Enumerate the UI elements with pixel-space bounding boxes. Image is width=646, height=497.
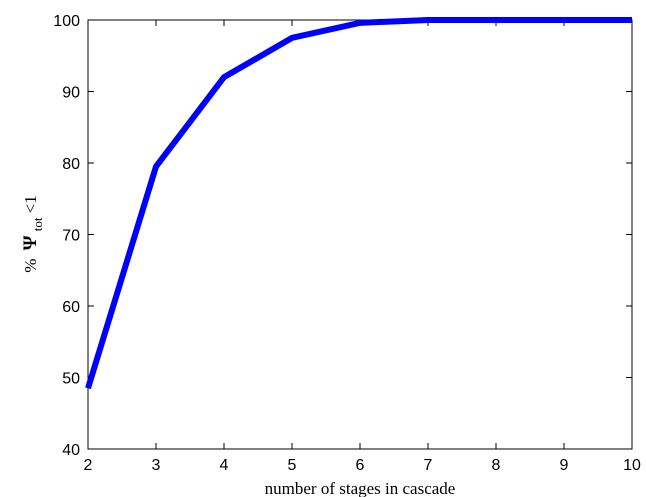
x-tick-label-10: 10	[623, 457, 641, 474]
y-tick-label-90: 90	[62, 85, 80, 102]
x-tick-labels: 2 3 4 5 6 7 8 9 10	[84, 457, 641, 474]
y-axis-label-prefix: %	[21, 259, 40, 273]
x-tick-label-2: 2	[84, 457, 93, 474]
x-axis-label: number of stages in cascade	[265, 479, 456, 497]
y-tick-label-40: 40	[62, 442, 80, 459]
series-group	[85, 17, 633, 390]
y-tick-label-100: 100	[53, 13, 80, 30]
y-axis-label-subscript: tot	[30, 217, 45, 231]
x-tick-label-9: 9	[560, 457, 569, 474]
x-tick-label-5: 5	[288, 457, 297, 474]
plot-area	[87, 19, 633, 450]
x-tick-label-3: 3	[152, 457, 161, 474]
y-tick-label-70: 70	[62, 228, 80, 245]
y-tick-labels: 40 50 60 70 80 90 100	[53, 13, 80, 459]
x-tick-label-4: 4	[220, 457, 229, 474]
y-axis-label: % Ψ tot <1	[20, 195, 46, 273]
y-axis-label-suffix: <1	[21, 195, 40, 213]
y-axis-label-symbol: Ψ	[20, 235, 41, 250]
y-tick-label-80: 80	[62, 156, 80, 173]
x-tick-label-8: 8	[492, 457, 501, 474]
y-tick-label-50: 50	[62, 371, 80, 388]
y-tick-label-60: 60	[62, 299, 80, 316]
x-tick-label-6: 6	[356, 457, 365, 474]
x-tick-label-7: 7	[424, 457, 433, 474]
